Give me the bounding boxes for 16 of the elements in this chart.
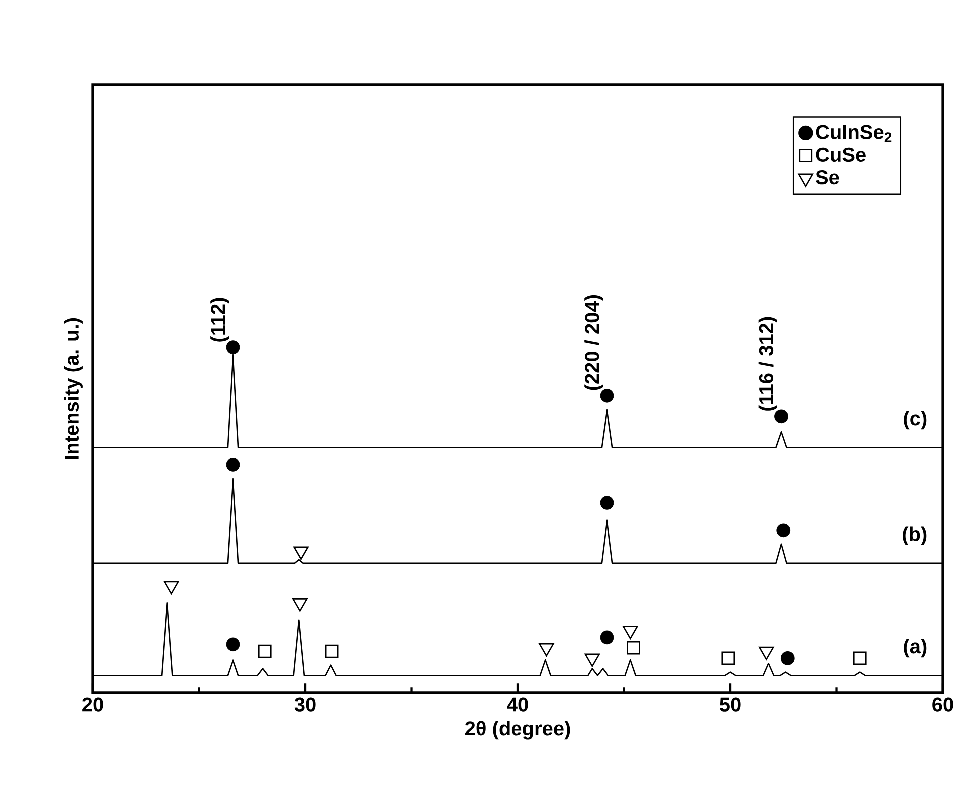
x-tick-label: 60 xyxy=(932,698,954,712)
legend-label: CuInSe$_{2}$ xyxy=(816,125,892,142)
x-tick-label: 50 xyxy=(720,698,741,712)
x-tick-label: 30 xyxy=(294,698,316,712)
x-tick-label: 20 xyxy=(82,698,104,712)
x-tick-label: 40 xyxy=(507,698,528,712)
legend-label: Se xyxy=(816,170,840,185)
legend-label: CuSe xyxy=(816,148,866,162)
y-axis-title: Intensity (a. u.) xyxy=(64,318,83,460)
x-axis-title: 2θ (degree) xyxy=(466,721,570,740)
series-label: (c) xyxy=(904,411,927,430)
series-label: (a) xyxy=(904,639,927,658)
annotation: (220 / 204) xyxy=(584,295,604,390)
annotation: (112) xyxy=(210,298,230,342)
series-label: (b) xyxy=(903,526,927,546)
annotation: (116 / 312) xyxy=(758,317,778,411)
